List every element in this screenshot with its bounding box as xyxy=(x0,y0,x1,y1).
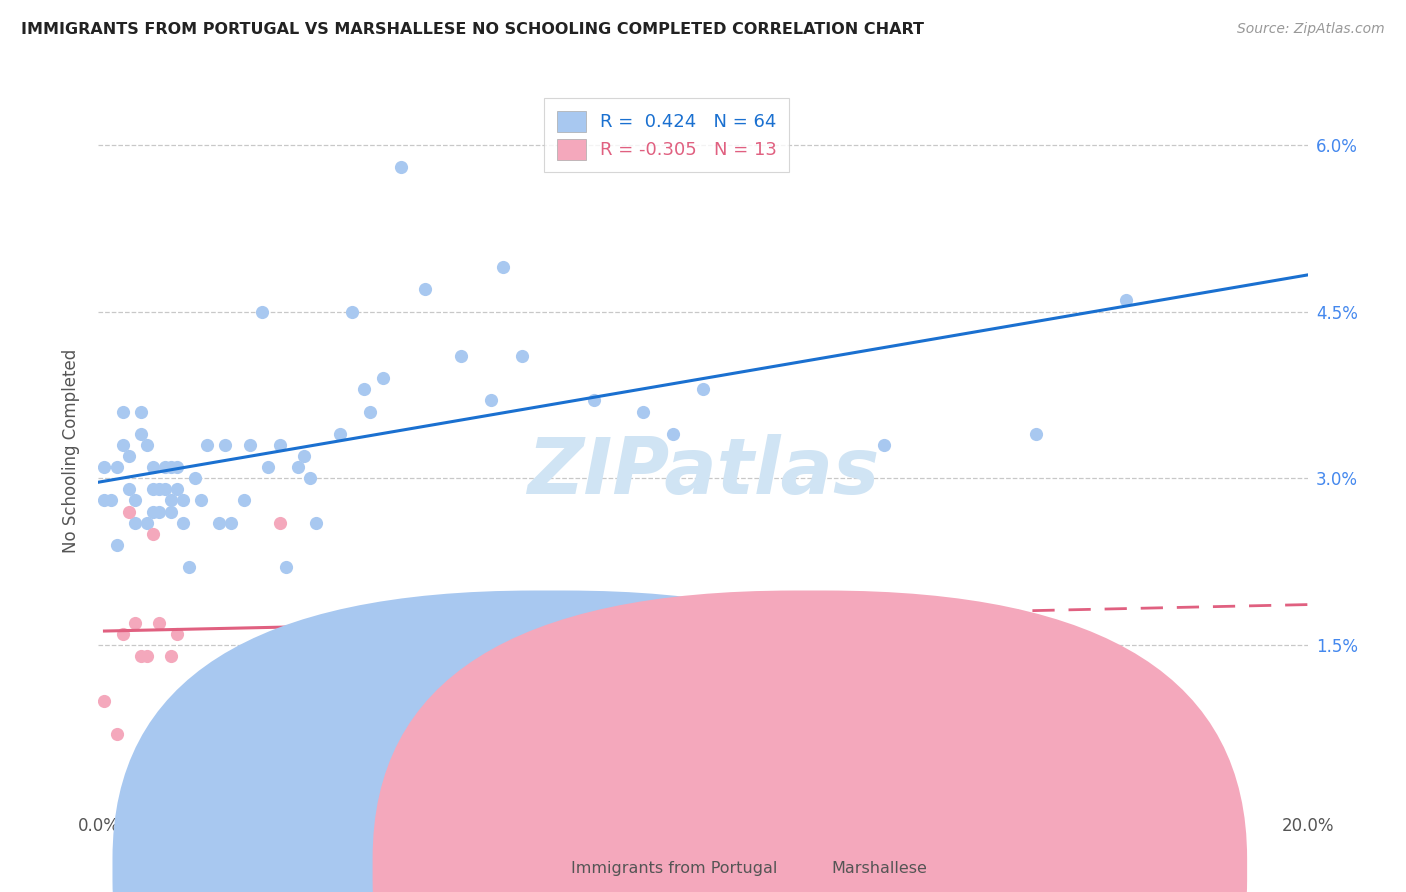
Point xyxy=(389,160,412,174)
Point xyxy=(510,349,533,363)
Point xyxy=(124,615,146,630)
Point xyxy=(135,516,157,530)
Point xyxy=(105,538,128,552)
Point xyxy=(93,493,115,508)
Point xyxy=(100,493,122,508)
Point xyxy=(342,304,364,318)
Point xyxy=(129,649,152,664)
Point xyxy=(1024,426,1046,441)
Point xyxy=(160,460,183,475)
Point xyxy=(148,505,170,519)
Point xyxy=(190,493,212,508)
Text: Immigrants from Portugal: Immigrants from Portugal xyxy=(571,862,778,876)
Point xyxy=(153,483,176,497)
Point xyxy=(148,483,170,497)
Text: Marshallese: Marshallese xyxy=(831,862,927,876)
Point xyxy=(142,526,165,541)
Point xyxy=(214,438,236,452)
Legend: R =  0.424   N = 64, R = -0.305   N = 13: R = 0.424 N = 64, R = -0.305 N = 13 xyxy=(544,98,789,172)
Y-axis label: No Schooling Completed: No Schooling Completed xyxy=(62,349,80,552)
Point xyxy=(142,505,165,519)
Point xyxy=(371,371,394,385)
Point xyxy=(583,393,606,408)
Point xyxy=(287,460,309,475)
Point xyxy=(305,516,328,530)
Point xyxy=(148,615,170,630)
Point xyxy=(329,426,352,441)
Point xyxy=(172,516,194,530)
Point xyxy=(256,460,278,475)
Text: ZIPatlas: ZIPatlas xyxy=(527,434,879,510)
Point xyxy=(93,693,115,707)
Point xyxy=(292,449,315,463)
Point xyxy=(208,516,231,530)
Point xyxy=(160,505,183,519)
Point xyxy=(153,460,176,475)
Point xyxy=(274,560,297,574)
Point xyxy=(118,483,141,497)
Point xyxy=(631,404,654,418)
Point xyxy=(184,471,207,485)
Point xyxy=(195,438,218,452)
Text: IMMIGRANTS FROM PORTUGAL VS MARSHALLESE NO SCHOOLING COMPLETED CORRELATION CHART: IMMIGRANTS FROM PORTUGAL VS MARSHALLESE … xyxy=(21,22,924,37)
Point xyxy=(118,505,141,519)
Point xyxy=(142,483,165,497)
Point xyxy=(105,460,128,475)
Point xyxy=(179,560,201,574)
Point xyxy=(118,449,141,463)
Point xyxy=(481,393,503,408)
Point xyxy=(221,516,243,530)
Point xyxy=(360,404,382,418)
Point xyxy=(269,438,291,452)
Point xyxy=(250,304,273,318)
Point xyxy=(142,460,165,475)
Point xyxy=(111,438,134,452)
Point xyxy=(873,438,896,452)
Point xyxy=(299,471,322,485)
Point xyxy=(124,516,146,530)
Text: Source: ZipAtlas.com: Source: ZipAtlas.com xyxy=(1237,22,1385,37)
Point xyxy=(129,404,152,418)
Point xyxy=(232,493,254,508)
Point xyxy=(661,426,683,441)
Point xyxy=(1115,293,1137,308)
Point xyxy=(492,260,515,274)
Point xyxy=(692,382,714,396)
Point xyxy=(93,460,115,475)
Point xyxy=(450,349,472,363)
Point xyxy=(135,438,157,452)
Point xyxy=(135,649,157,664)
Point xyxy=(353,382,375,396)
Point xyxy=(160,649,183,664)
Point xyxy=(172,493,194,508)
Point xyxy=(160,493,183,508)
Point xyxy=(166,483,188,497)
Point xyxy=(166,627,188,641)
Point xyxy=(124,493,146,508)
Point xyxy=(413,282,436,296)
Point xyxy=(105,727,128,741)
Point xyxy=(371,693,394,707)
Point xyxy=(239,438,262,452)
Point xyxy=(129,426,152,441)
Point xyxy=(111,404,134,418)
Point xyxy=(111,627,134,641)
Point xyxy=(166,460,188,475)
Point xyxy=(269,516,291,530)
